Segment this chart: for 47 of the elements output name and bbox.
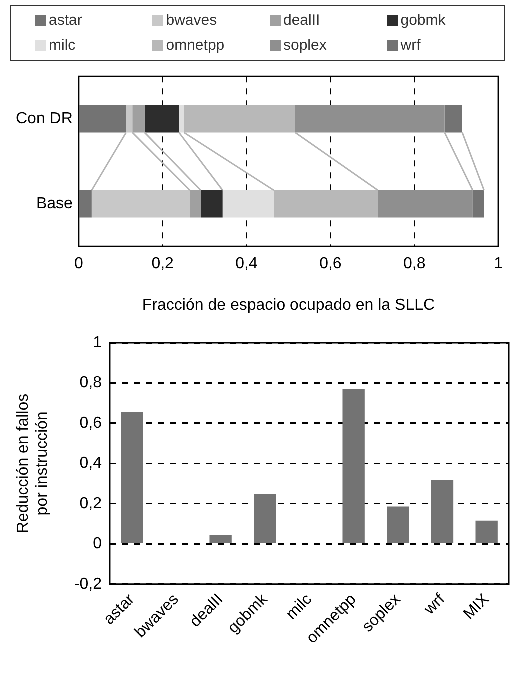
bar: [126, 106, 133, 133]
bar: [254, 494, 276, 544]
bar: [295, 106, 445, 133]
bar: [431, 480, 454, 544]
x-tick-label: 1: [494, 256, 504, 273]
bar: [342, 389, 365, 544]
y-axis-title: Reducción en fallos por instrucción: [15, 394, 52, 534]
bar: [179, 106, 184, 133]
legend-label: milc: [49, 37, 76, 54]
bar: [472, 190, 484, 218]
bar: [378, 190, 473, 218]
bar: [92, 190, 190, 218]
legend-label: bwaves: [166, 12, 218, 29]
y-tick-label: -0,2: [74, 576, 102, 593]
bar: [387, 506, 410, 544]
legend-label: dealII: [284, 12, 320, 29]
bar: [444, 106, 462, 133]
x-tick-label: 0,6: [320, 256, 342, 273]
x-tick-label: 0,2: [152, 256, 174, 273]
bar: [80, 190, 92, 218]
bar: [144, 106, 180, 133]
legend-label: wrf: [400, 37, 421, 54]
y-tick-label: Con DR: [16, 110, 73, 128]
bar: [190, 190, 202, 218]
bar: [132, 106, 145, 133]
legend-label: astar: [49, 12, 82, 29]
x-axis-title: Fracción de espacio ocupado en la SLLC: [142, 296, 436, 314]
bar: [210, 535, 232, 544]
y-tick-label: 0,4: [80, 455, 102, 472]
y-tick-label: 0: [93, 536, 102, 553]
bar: [121, 412, 144, 544]
y-tick-label: 0,2: [80, 495, 102, 512]
bar: [201, 190, 223, 218]
legend-label: soplex: [284, 37, 327, 54]
bar: [476, 520, 498, 544]
x-tick-label: 0,8: [403, 256, 426, 273]
y-tick-label: 0,6: [80, 414, 102, 432]
y-tick-label: 1: [93, 334, 102, 352]
bar: [222, 190, 274, 218]
legend-label: gobmk: [400, 12, 446, 29]
x-tick-label: wrf: [420, 590, 449, 619]
bar: [80, 106, 126, 133]
y-tick-label: 0,8: [80, 374, 102, 392]
legend-label: omnetpp: [166, 37, 225, 54]
x-tick-label: MIX: [460, 590, 493, 624]
y-tick-label: Base: [36, 196, 74, 213]
x-tick-label: 0,4: [236, 256, 258, 273]
